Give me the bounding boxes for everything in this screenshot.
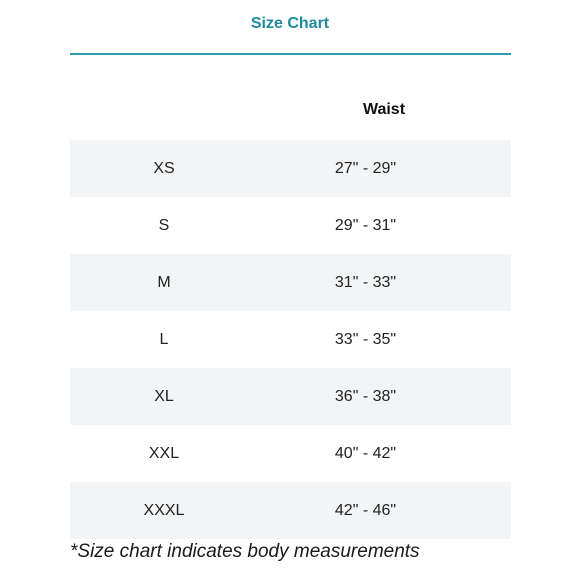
size-cell: XXXL [143,501,185,519]
waist-cell: 31" - 33" [334,273,397,291]
table-row: XXL 40" - 42" [70,425,511,482]
table-row: M 31" - 33" [70,254,511,311]
waist-cell: 33" - 35" [334,330,397,348]
waist-cell: 27" - 29" [334,159,397,177]
size-cell: L [159,330,169,348]
size-cell: S [158,216,170,234]
table-row: S 29" - 31" [70,197,511,254]
size-cell: XL [154,387,174,405]
size-cell: XXL [148,444,180,462]
page-title: Size Chart [250,15,330,32]
waist-cell: 29" - 31" [334,216,397,234]
size-table: XS 27" - 29" S 29" - 31" M 31" - 33" L 3… [70,140,511,539]
table-row: XXXL 42" - 46" [70,482,511,539]
table-row: XS 27" - 29" [70,140,511,197]
title-divider [70,53,511,55]
size-cell: M [157,273,171,291]
footnote: *Size chart indicates body measurements [70,541,420,562]
size-cell: XS [153,159,175,177]
waist-cell: 42" - 46" [334,501,397,519]
waist-cell: 40" - 42" [334,444,397,462]
waist-cell: 36" - 38" [334,387,397,405]
table-row: XL 36" - 38" [70,368,511,425]
table-row: L 33" - 35" [70,311,511,368]
column-header-waist: Waist [362,101,406,118]
